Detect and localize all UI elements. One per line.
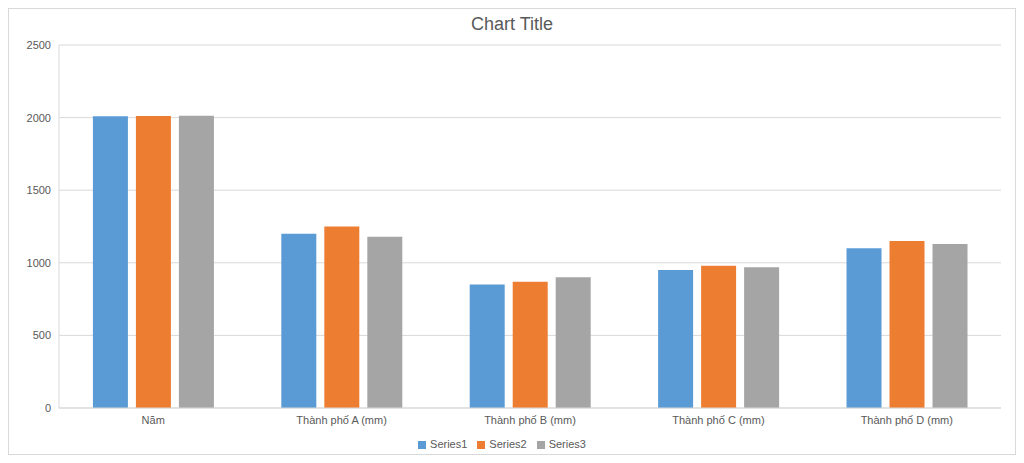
html-text:Series2: Series2 [489, 438, 527, 450]
html-text:Series3: Series3 [548, 438, 586, 450]
svg-text:500: 500 [33, 329, 51, 341]
svg-text:Năm: Năm [142, 414, 165, 426]
svg-text:Thành phố D (mm): Thành phố D (mm) [861, 414, 953, 426]
svg-text:2000: 2000 [27, 112, 51, 124]
svg-text:Thành phố A (mm): Thành phố A (mm) [296, 414, 387, 426]
svg-text:Thành phố B (mm): Thành phố B (mm) [484, 414, 576, 426]
html-text:Series1: Series1 [430, 438, 468, 450]
svg-text:1000: 1000 [27, 257, 51, 269]
html-text:Chart Title: Chart Title [471, 14, 553, 34]
svg-text:Thành phố C (mm): Thành phố C (mm) [672, 414, 764, 426]
svg-text:0: 0 [45, 402, 51, 414]
svg-text:1500: 1500 [27, 184, 51, 196]
svg-text:2500: 2500 [27, 39, 51, 51]
